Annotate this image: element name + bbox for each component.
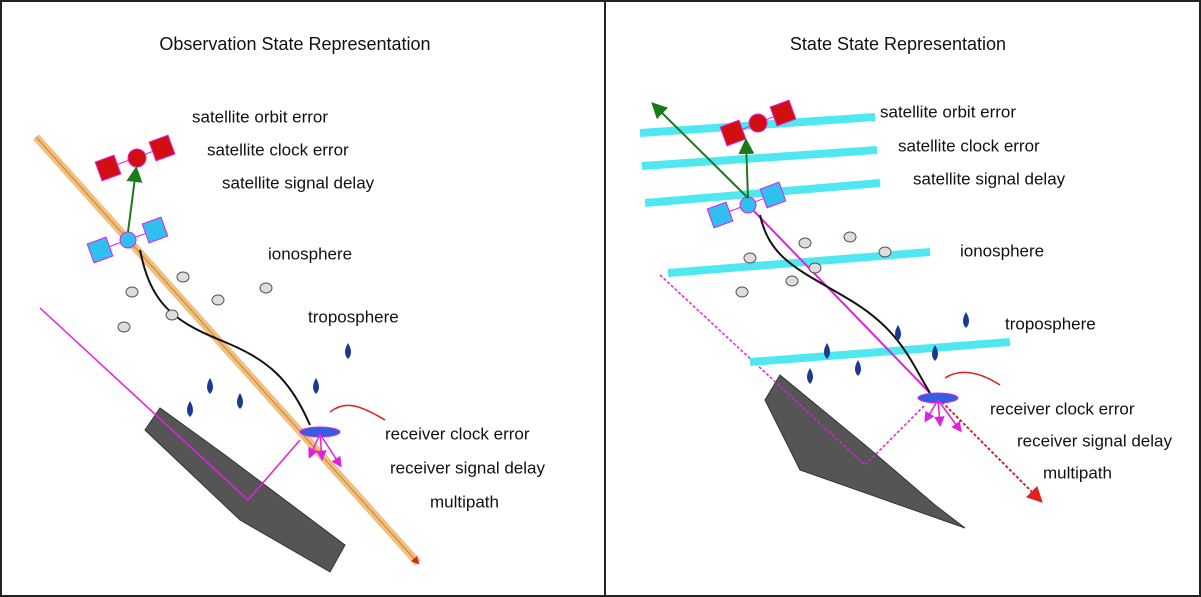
label: satellite orbit error — [192, 107, 328, 126]
satellite-body — [128, 149, 146, 167]
label: receiver signal delay — [390, 458, 545, 477]
panel-title: State State Representation — [790, 34, 1006, 54]
label: troposphere — [1005, 314, 1096, 333]
label: receiver clock error — [385, 424, 530, 443]
label: satellite signal delay — [222, 173, 375, 192]
label: satellite clock error — [898, 136, 1040, 155]
diagram: Observation State Representation satelli… — [0, 0, 1201, 597]
label: ionosphere — [268, 244, 352, 263]
satellite-body — [749, 114, 767, 132]
label: satellite orbit error — [880, 102, 1016, 121]
label: multipath — [1043, 463, 1112, 482]
label: satellite signal delay — [913, 169, 1066, 188]
label: receiver signal delay — [1017, 431, 1172, 450]
label: receiver clock error — [990, 399, 1135, 418]
panel-title: Observation State Representation — [159, 34, 430, 54]
label: satellite clock error — [207, 140, 349, 159]
label: troposphere — [308, 307, 399, 326]
label: ionosphere — [960, 241, 1044, 260]
satellite-body — [740, 197, 756, 213]
label: multipath — [430, 492, 499, 511]
satellite-body — [120, 232, 136, 248]
